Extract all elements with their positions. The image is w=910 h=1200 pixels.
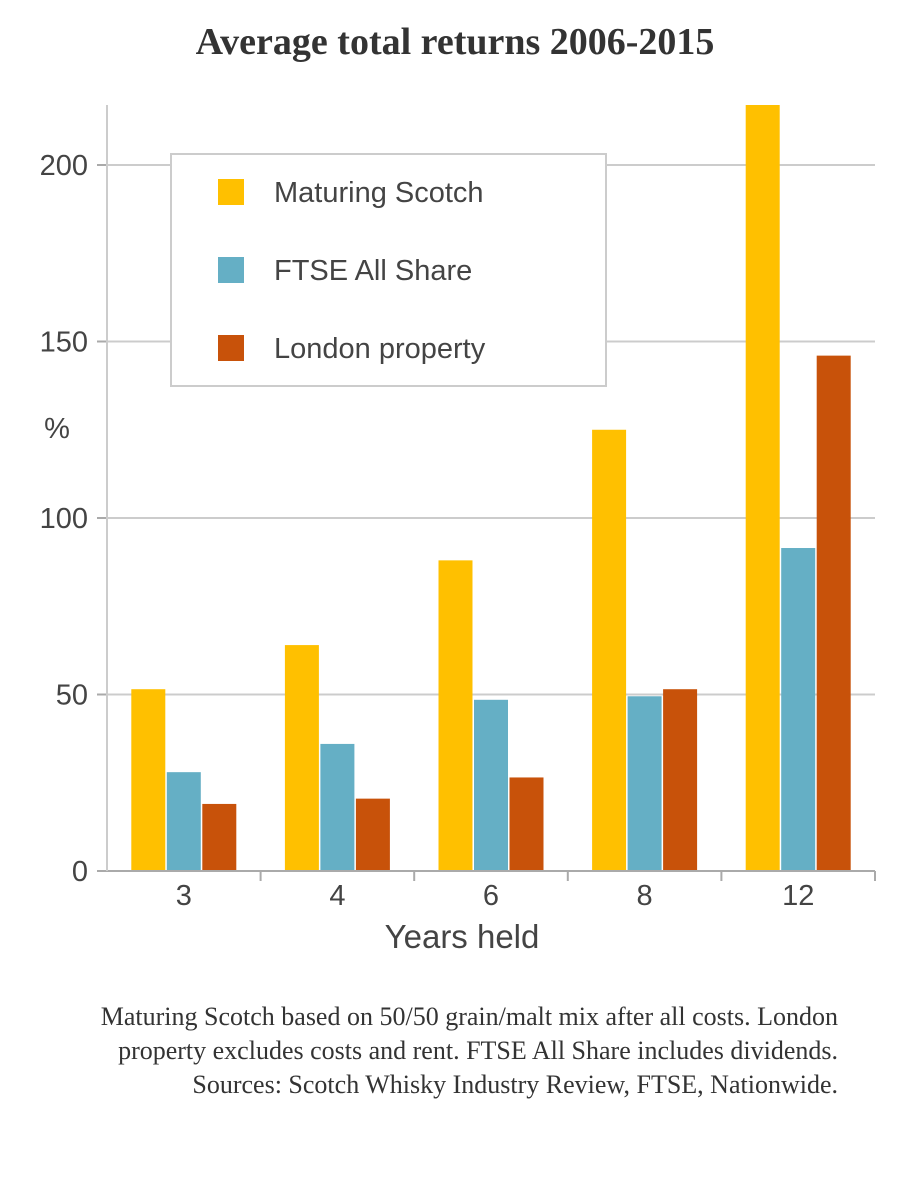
legend-label-ftse-all-share: FTSE All Share: [274, 255, 472, 287]
bar-ftse-all-share-3: [166, 772, 201, 871]
bar-london-property-4: [355, 798, 390, 871]
bar-london-property-8: [663, 689, 698, 871]
x-tick-label-12: 12: [782, 880, 814, 912]
y-tick-labels: 0 50 100 150 200: [40, 150, 88, 888]
x-tick-label-4: 4: [329, 880, 345, 912]
bar-london-property-12: [816, 355, 851, 872]
bar-ftse-all-share-4: [320, 743, 355, 871]
x-axis-label: Years held: [385, 918, 540, 955]
y-tick-label-50: 50: [56, 680, 88, 712]
y-tick-label-200: 200: [40, 150, 88, 182]
x-tick-label-8: 8: [637, 880, 653, 912]
bar-maturing-scotch-4: [284, 645, 319, 871]
x-tick-label-3: 3: [176, 880, 192, 912]
y-tick-label-0: 0: [72, 856, 88, 888]
legend-label-maturing-scotch: Maturing Scotch: [274, 177, 484, 209]
legend-swatch-ftse-all-share: [218, 257, 244, 283]
bar-maturing-scotch-3: [131, 689, 166, 871]
legend: Maturing Scotch FTSE All Share London prop…: [170, 153, 607, 387]
x-tick-label-6: 6: [483, 880, 499, 912]
bar-maturing-scotch-8: [592, 429, 627, 871]
legend-swatch-london-property: [218, 335, 244, 361]
y-tick-label-100: 100: [40, 503, 88, 535]
bar-london-property-3: [202, 803, 237, 871]
bar-chart: 0 50 100 150 200 3 4 6 8 12 % Years held Maturin…: [40, 105, 876, 955]
bar-maturing-scotch-6: [438, 560, 473, 871]
bar-london-property-6: [509, 777, 544, 871]
bars: [131, 105, 851, 872]
legend-label-london-property: London property: [274, 333, 486, 365]
legend-swatch-maturing-scotch: [218, 179, 244, 205]
chart-title: Average total returns 2006-2015: [195, 21, 715, 63]
bar-ftse-all-share-12: [781, 548, 816, 871]
y-tick-label-150: 150: [40, 327, 88, 359]
footnote: Maturing Scotch based on 50/50 grain/mal…: [100, 1002, 838, 1099]
bar-maturing-scotch-12: [745, 105, 780, 871]
bar-ftse-all-share-8: [627, 696, 662, 871]
y-axis-label: %: [44, 413, 70, 445]
bar-ftse-all-share-6: [474, 699, 508, 871]
x-tick-labels: 3 4 6 8 12: [176, 880, 815, 912]
